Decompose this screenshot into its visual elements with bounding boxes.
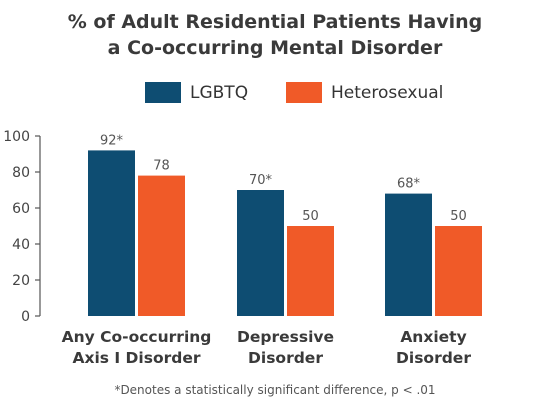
y-tick-label: 40 [12,237,30,253]
data-label: 92* [100,133,124,148]
legend-label-heterosexual: Heterosexual [331,83,444,103]
footnote: *Denotes a statistically significant dif… [114,383,436,397]
chart-title-line-2: a Co-occurring Mental Disorder [107,37,443,59]
bar-heterosexual-2 [435,226,482,316]
y-tick-label: 80 [12,165,30,181]
category-label: Depressive [237,328,334,346]
category-label: Any Co-occurring [62,328,212,346]
legend-swatch-lgbtq [145,82,181,103]
y-tick-label: 0 [21,309,30,325]
bar-lgbtq-1 [237,190,284,316]
data-label: 68* [397,177,421,192]
category-label: Anxiety [400,328,466,346]
bar-lgbtq-2 [385,193,432,316]
bar-heterosexual-1 [287,226,334,316]
data-label: 50 [302,209,319,224]
y-tick-label: 20 [12,273,30,289]
category-label: Disorder [396,349,471,367]
legend-label-lgbtq: LGBTQ [190,83,249,103]
chart-title-line-1: % of Adult Residential Patients Having [67,11,483,33]
category-label: Disorder [248,349,323,367]
data-label: 78 [153,159,170,174]
data-label: 50 [450,209,467,224]
y-tick-label: 100 [3,129,30,145]
chart-legend: LGBTQ Heterosexual [0,80,550,108]
y-tick-label: 60 [12,201,30,217]
data-label: 70* [249,173,273,188]
bar-heterosexual-0 [138,175,185,316]
legend-swatch-heterosexual [286,82,322,103]
bar-lgbtq-0 [88,150,135,316]
category-label: Axis I Disorder [72,349,200,367]
